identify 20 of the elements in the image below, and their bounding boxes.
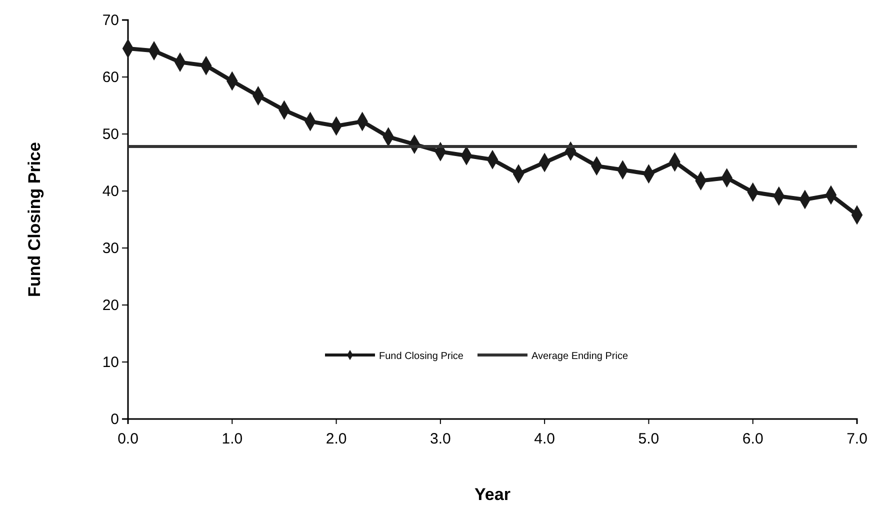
x-tick-label: 3.0 (430, 430, 451, 448)
x-tick-label: 0.0 (118, 430, 138, 448)
x-tick-label: 6.0 (742, 430, 764, 448)
y-tick-label: 20 (102, 296, 119, 314)
legend-label: Average Ending Price (531, 351, 628, 362)
y-tick-label: 0 (110, 410, 119, 428)
x-axis-title: Year (474, 485, 511, 504)
y-tick-label: 50 (102, 126, 119, 143)
y-tick-label: 40 (102, 182, 119, 200)
x-tick-label: 2.0 (326, 430, 347, 448)
y-tick-label: 60 (102, 68, 119, 86)
x-tick-label: 4.0 (534, 430, 555, 448)
x-tick-label: 7.0 (846, 430, 868, 448)
y-tick-label: 30 (102, 240, 119, 257)
y-axis-title: Fund Closing Price (25, 142, 44, 297)
y-tick-label: 70 (102, 12, 119, 29)
legend-label: Fund Closing Price (379, 351, 464, 362)
x-tick-label: 5.0 (638, 430, 660, 448)
y-tick-label: 10 (102, 354, 119, 371)
x-tick-label: 1.0 (222, 430, 243, 448)
